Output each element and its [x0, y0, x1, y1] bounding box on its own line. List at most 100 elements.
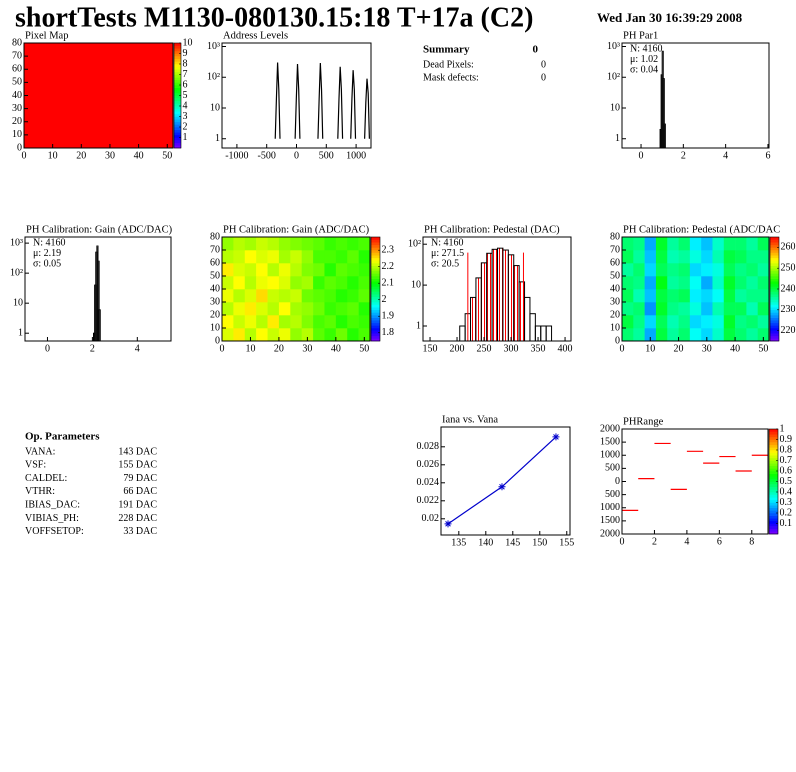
params-title: Op. Parameters [25, 431, 100, 443]
heatmap-cell [313, 276, 325, 290]
x-tick-label: 0 [620, 536, 625, 547]
colorbar-step [371, 312, 380, 316]
heatmap-cell [335, 263, 348, 277]
colorbar-step [371, 244, 380, 248]
heatmap-cell [712, 263, 725, 277]
heatmap-cell [622, 328, 634, 342]
colorbar-step [769, 450, 778, 453]
colorbar-step [770, 250, 779, 253]
heatmap-cell [358, 315, 371, 329]
x-tick-label: 20 [274, 343, 284, 354]
heatmap-cell [267, 328, 280, 342]
colorbar-step [174, 129, 181, 133]
y-tick-label: 0 [17, 142, 22, 153]
panel-title: PH Calibration: Pedestal (ADC/DAC [623, 224, 780, 235]
histogram-bar [502, 249, 509, 342]
colorbar-step [770, 247, 779, 251]
colorbar-step [174, 71, 181, 75]
colorbar-step [174, 132, 181, 136]
histogram-bar [486, 252, 493, 342]
heatmap-cell [667, 263, 679, 277]
panel: PH Calibration: Pedestal (DAC) 150 200 250 3… [408, 224, 573, 354]
colorbar-step [770, 257, 779, 261]
colorbar-step [371, 322, 380, 326]
colorbar-step [174, 124, 181, 128]
param-value: 143 DAC [118, 446, 157, 457]
colorbar-step [174, 119, 181, 123]
colorbar-step [174, 116, 181, 120]
colorbar-step [770, 320, 779, 324]
y-tick-label: 70 [610, 244, 620, 255]
colorbar-step [371, 281, 380, 285]
colorbar-step [769, 473, 778, 477]
colorbar-step [769, 434, 778, 438]
colorbar-step [769, 505, 778, 509]
y-tick-label: 10 [610, 322, 620, 333]
heatmap-cell [278, 315, 291, 329]
colorbar-step [770, 268, 779, 272]
panel-title: Address Levels [223, 30, 288, 41]
colorbar-step [371, 283, 380, 287]
heatmap-cell [689, 276, 702, 290]
heatmap-cell [678, 263, 691, 277]
param-name: VTHR: [25, 486, 55, 497]
colorbar-step [770, 309, 779, 313]
data-line [274, 62, 370, 139]
heatmap-cell [746, 289, 758, 303]
z-tick-label: 2 [183, 121, 188, 132]
colorbar-step [174, 77, 181, 81]
colorbar-step [174, 50, 181, 54]
colorbar-step [371, 242, 380, 246]
colorbar-step [769, 489, 778, 493]
histogram-bar [480, 262, 488, 342]
colorbar-step [371, 325, 380, 329]
param-name: IBIAS_DAC: [25, 499, 80, 510]
x-tick-label: 0 [45, 343, 50, 354]
heatmap-cell [313, 302, 325, 316]
x-tick-label: 4 [723, 150, 728, 161]
colorbar-step [770, 330, 779, 334]
colorbar-step [371, 338, 380, 342]
heatmap-cell [267, 315, 280, 329]
x-tick-label: 150 [532, 537, 547, 548]
heatmap-cell [723, 302, 736, 316]
colorbar-step [770, 335, 779, 339]
heatmap-cell [633, 328, 645, 342]
histogram-bar [470, 296, 477, 342]
x-tick-label: -1000 [225, 150, 248, 161]
y-tick-label: 10³ [10, 237, 23, 248]
colorbar-step [371, 268, 380, 272]
colorbar-step [770, 252, 779, 256]
colorbar-step [371, 257, 380, 261]
colorbar-step [770, 299, 779, 303]
summary-count: 0 [541, 72, 546, 83]
colorbar-step [174, 53, 181, 57]
y-tick-label: 10 [210, 322, 220, 333]
heatmap-cell [622, 302, 634, 316]
colorbar-step [770, 239, 779, 243]
heatmap-cell [712, 302, 725, 316]
heatmap-cell [644, 315, 657, 329]
colorbar-step [770, 328, 779, 331]
heatmap-cell [244, 250, 257, 264]
colorbar-step [371, 296, 380, 300]
heatmap-cell [233, 315, 246, 329]
colorbar-step [371, 299, 380, 303]
heatmap-cell [723, 289, 736, 303]
y-tick-label: 80 [610, 231, 620, 242]
x-tick-label: 6 [765, 150, 770, 161]
colorbar-step [769, 518, 778, 522]
heatmap-cell [746, 250, 758, 264]
colorbar-step [174, 98, 181, 102]
y-tick-label: 50 [210, 270, 220, 281]
colorbar-step [770, 242, 779, 246]
heatmap-cell [678, 250, 691, 264]
x-tick-label: 250 [477, 343, 492, 354]
heatmap-cell [313, 289, 325, 303]
heatmap-cell [347, 328, 359, 342]
colorbar-step [371, 294, 380, 298]
heatmap-cell [267, 263, 280, 277]
